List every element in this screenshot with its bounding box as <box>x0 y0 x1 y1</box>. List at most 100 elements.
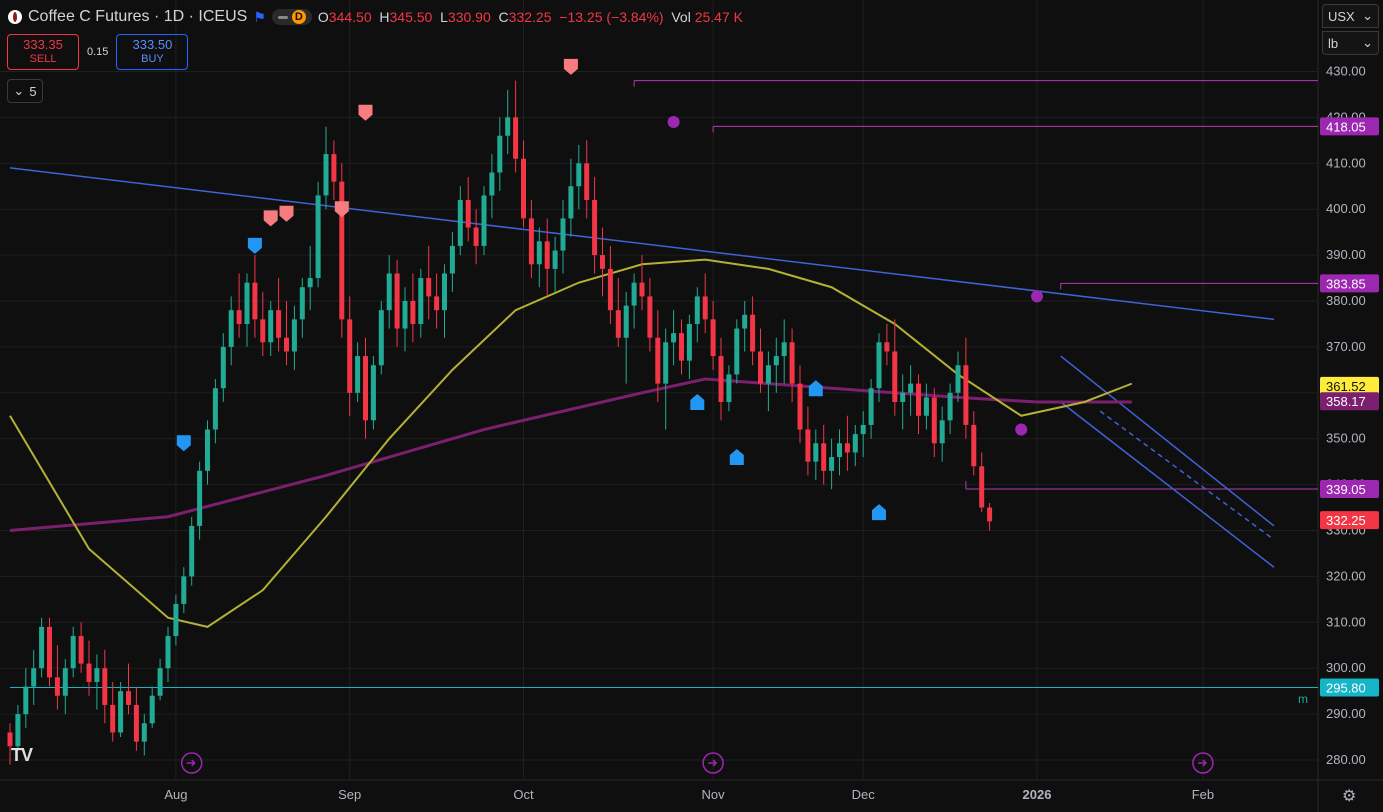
candle <box>418 268 424 338</box>
candle-body <box>513 117 519 159</box>
sell-label: SELL <box>29 53 57 65</box>
candle <box>23 668 29 728</box>
currency-value: USX <box>1328 8 1355 24</box>
change-value: −13.25 (−3.84%) <box>559 9 664 25</box>
currency-select[interactable]: USX ⌄ <box>1322 4 1379 28</box>
candle <box>394 259 400 347</box>
candle-body <box>473 227 479 246</box>
candle-body <box>173 603 179 637</box>
candle-body <box>110 704 116 733</box>
candle-body <box>323 154 329 196</box>
sell-price: 333.35 <box>23 37 63 52</box>
candle <box>900 374 906 430</box>
candle <box>939 406 945 462</box>
event-icon <box>702 752 724 774</box>
candle <box>449 232 455 292</box>
candle-body <box>465 200 471 228</box>
candle-body <box>781 342 787 357</box>
event-ring <box>1192 752 1214 774</box>
candle <box>276 278 282 352</box>
flag-icon[interactable]: ⚑ <box>253 8 266 25</box>
indicators-toggle[interactable]: ⌄ 5 <box>7 79 43 103</box>
candle-body <box>615 310 621 338</box>
candle <box>228 296 234 366</box>
unit-value: lb <box>1328 35 1339 51</box>
high-label: H <box>379 9 390 25</box>
candle <box>647 278 653 352</box>
candle-body <box>876 342 882 389</box>
candle <box>726 365 732 412</box>
candle <box>165 626 171 682</box>
candle <box>615 278 621 347</box>
candle-body <box>157 668 163 696</box>
candle-body <box>94 668 100 682</box>
unit-select[interactable]: lb ⌄ <box>1322 31 1379 55</box>
candle-body <box>47 626 52 678</box>
symbol-title[interactable]: Coffee C Futures · 1D · ICEUS <box>28 8 248 25</box>
event-ring <box>180 752 203 774</box>
candle <box>916 374 921 435</box>
candle <box>536 227 542 288</box>
candle-body <box>671 333 677 343</box>
candle-body <box>236 310 242 324</box>
candle-body <box>402 301 408 329</box>
time-tick-label: Dec <box>852 787 876 802</box>
candle-body <box>7 732 13 747</box>
arrow-right-icon <box>708 759 718 767</box>
candle-body <box>378 310 384 366</box>
trade-panel: 333.35 SELL 0.15 333.50 BUY <box>7 34 189 70</box>
candle-body <box>868 388 874 425</box>
candle-body <box>489 172 495 196</box>
price-label-bg <box>1320 376 1379 395</box>
signal-marker-up <box>729 449 744 466</box>
candle-body <box>686 323 692 361</box>
tradingview-logo[interactable]: TV <box>11 745 33 765</box>
candle-body <box>663 342 669 384</box>
candle-body <box>923 397 929 416</box>
candle <box>197 461 203 540</box>
candle-body <box>884 342 890 352</box>
candle-body <box>536 241 542 265</box>
candle <box>655 310 661 402</box>
candle <box>442 264 447 338</box>
candle-body <box>497 135 503 173</box>
price-label: 339.05 <box>1326 482 1366 497</box>
candle-body <box>299 287 305 320</box>
candle <box>220 333 226 402</box>
candle-body <box>860 424 866 435</box>
candle <box>860 411 866 458</box>
settings-icon[interactable]: ⚙ <box>1342 788 1357 805</box>
candle <box>758 328 763 393</box>
open-label: O <box>317 9 329 25</box>
candle-body <box>560 218 566 251</box>
candle-body <box>979 466 985 508</box>
candle <box>702 273 708 334</box>
candle-body <box>339 181 345 320</box>
candle <box>7 723 13 765</box>
candle-body <box>679 333 684 361</box>
price-tick-label: 300.00 <box>1326 660 1366 675</box>
candle <box>576 144 582 210</box>
sell-button[interactable]: 333.35 SELL <box>7 34 79 70</box>
price-tick-label: 430.00 <box>1326 64 1366 79</box>
candle <box>623 291 629 384</box>
candle <box>173 594 179 646</box>
candle-body <box>892 351 898 402</box>
market-status-pill[interactable]: D <box>271 9 312 25</box>
price-label: 383.85 <box>1326 276 1366 291</box>
candle-body <box>449 245 455 274</box>
buy-button[interactable]: 333.50 BUY <box>116 34 189 70</box>
candle-body <box>149 695 155 724</box>
candle <box>86 640 92 696</box>
candle-body <box>592 200 598 256</box>
price-tick-label: 350.00 <box>1326 431 1366 446</box>
candle <box>513 80 519 173</box>
candle <box>852 424 858 467</box>
trend-line <box>1060 401 1275 568</box>
candle-body <box>205 429 210 471</box>
signal-marker-up <box>808 380 823 397</box>
candle <box>102 649 108 724</box>
candle <box>268 301 274 357</box>
candle-body <box>631 282 637 306</box>
